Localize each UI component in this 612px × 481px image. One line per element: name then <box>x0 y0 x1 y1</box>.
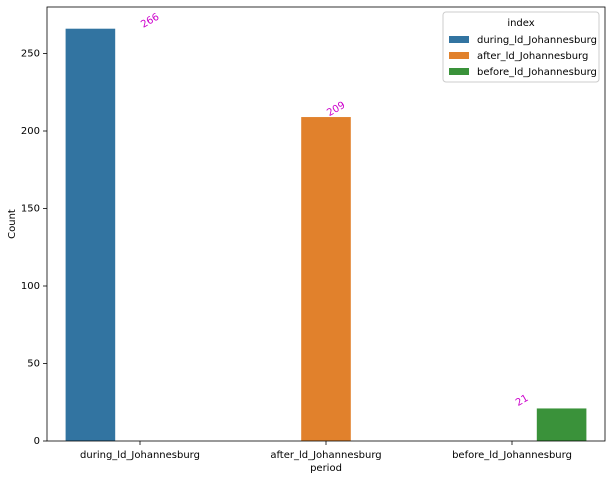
plot-frame <box>46 6 606 442</box>
legend-label: after_ld_Johannesburg <box>477 51 588 62</box>
x-tick-label: during_ld_Johannesburg <box>80 450 200 461</box>
bar <box>301 117 351 442</box>
data-label: 209 <box>325 100 347 119</box>
legend-swatch <box>449 68 469 75</box>
y-axis-label: Count <box>7 209 18 239</box>
y-tick-label: 250 <box>21 49 40 60</box>
bar <box>536 408 587 441</box>
legend-label: during_ld_Johannesburg <box>477 35 597 46</box>
data-label: 266 <box>139 12 161 31</box>
y-tick-label: 200 <box>21 126 40 137</box>
y-tick-label: 150 <box>21 204 40 215</box>
data-label: 21 <box>514 393 531 409</box>
legend-label: before_ld_Johannesburg <box>477 67 597 78</box>
legend-title: index <box>507 18 534 29</box>
y-tick-label: 0 <box>34 436 40 447</box>
legend-box <box>442 11 600 83</box>
x-tick-label: after_ld_Johannesburg <box>270 450 381 461</box>
bar <box>65 28 116 441</box>
legend-swatch <box>449 52 469 59</box>
y-tick-label: 100 <box>21 281 40 292</box>
legend-swatch <box>449 36 469 43</box>
x-tick-label: before_ld_Johannesburg <box>452 450 572 461</box>
x-axis-label: period <box>310 463 342 474</box>
y-tick-label: 50 <box>27 359 40 370</box>
legend: index during_ld_Johannesburg after_ld_Joha… <box>442 11 600 83</box>
